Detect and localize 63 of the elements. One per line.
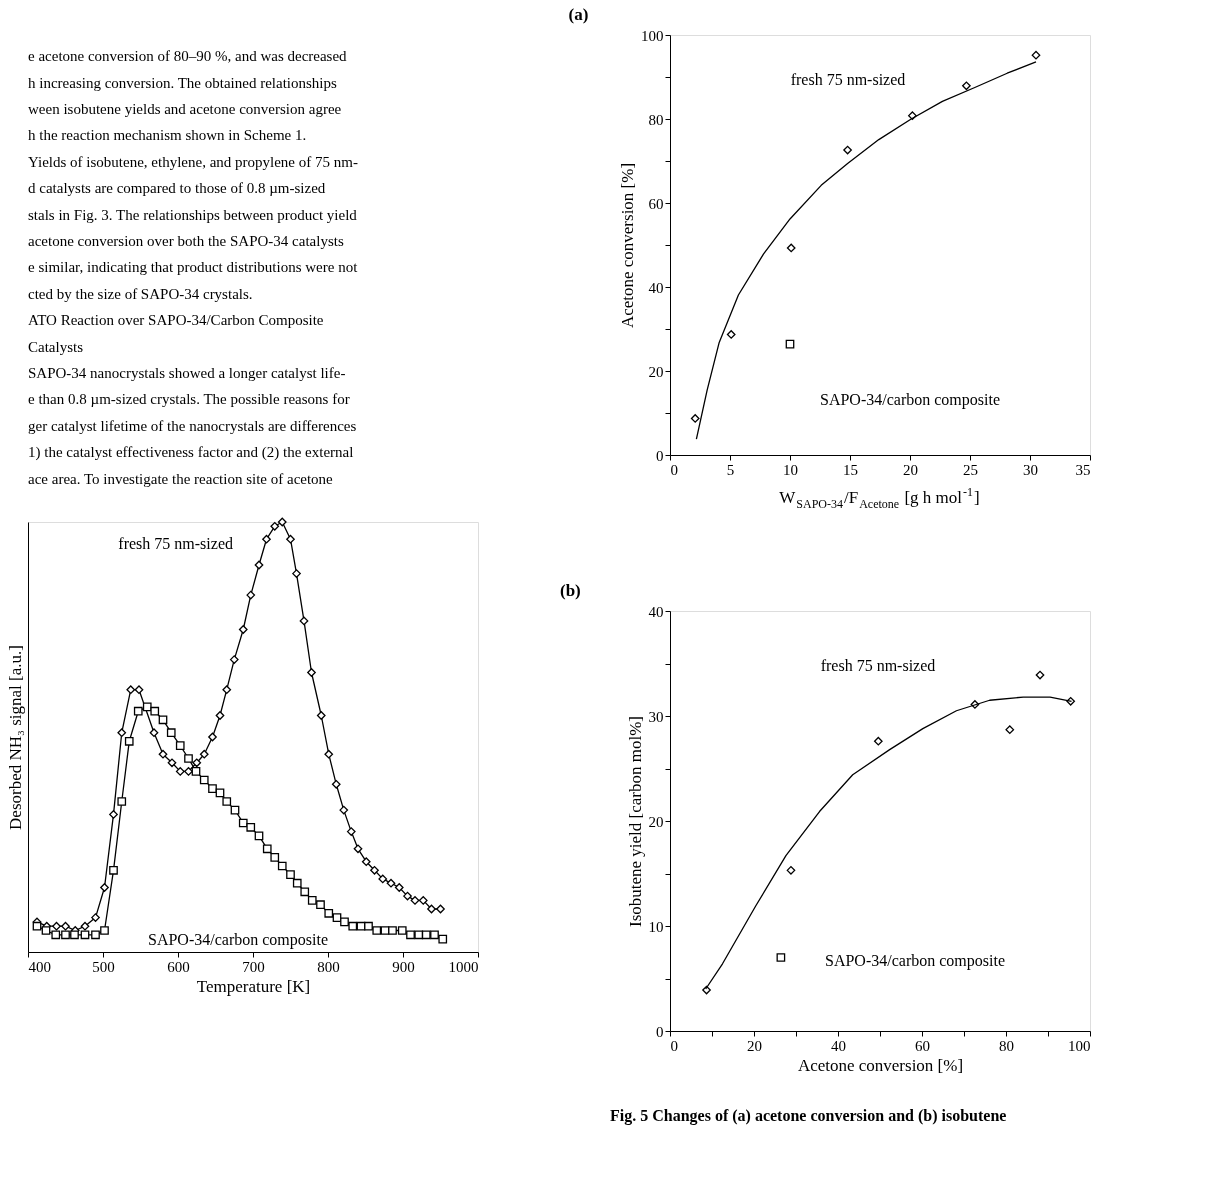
text: Catalysts [28, 338, 84, 355]
y-axis-title: Isobutene yield [carbon mol%] [625, 715, 645, 928]
text: 1) the catalyst effectiveness factor and (2) the external [28, 444, 354, 462]
text: e acetone conversion of 80–90 %, and was decreased [28, 48, 348, 65]
y-tick-label: 0 [656, 1023, 664, 1040]
caption: Fig. 5 Changes of (a) acetone conversion and (b) isobutene [610, 1107, 1007, 1125]
text: acetone conversion over both the SAPO-34 catalysts [28, 232, 344, 249]
y-tick-label: 80 [648, 111, 664, 128]
x-tick-label: 35 [1075, 461, 1091, 478]
x-tick-label: 100 [1068, 1037, 1091, 1054]
text: ace area. To investigate the reaction site of acetone [28, 470, 334, 487]
x-tick-label: 10 [783, 461, 798, 478]
y-tick-label: 60 [648, 195, 664, 212]
x-axis-title: Acetone conversion [%] [797, 1055, 964, 1075]
chart-title: (b) [560, 581, 581, 600]
text: e similar, indicating that product distributions were not [28, 259, 359, 276]
x-tick-label: 15 [843, 461, 858, 478]
y-tick-label: 40 [648, 603, 664, 620]
y-tick-label: 100 [641, 27, 664, 44]
text: stals in Fig. 3. The relationships between product yield [28, 206, 358, 223]
y-tick-label: 30 [648, 708, 664, 725]
y-axis-title: Desorbed NH₃ signal [a.u.] [5, 645, 25, 830]
text: d catalysts are compared to those of 0.8 µm-sized [28, 180, 326, 197]
x-tick-label: 80 [999, 1037, 1014, 1054]
x-axis-title: Temperature [K] [196, 976, 311, 996]
text: e than 0.8 µm-sized crystals. The possible reasons for [28, 391, 350, 408]
x-tick-label: 600 [167, 958, 190, 975]
x-tick-label: 5 [726, 461, 735, 478]
chart-title: (a) [568, 5, 589, 24]
x-tick-label: 0 [670, 1037, 678, 1054]
text: h increasing conversion. The obtained relationships [28, 74, 337, 91]
annotation: fresh 75 nm-sized [790, 71, 906, 88]
y-tick-label: 40 [648, 279, 664, 296]
annotation: SAPO-34/carbon composite [820, 391, 1000, 409]
x-tick-label: 30 [1023, 461, 1038, 478]
text: ween isobutene yields and acetone conversion agree [28, 100, 342, 117]
x-tick-label: 900 [392, 958, 415, 975]
x-tick-label: 700 [242, 958, 265, 975]
x-tick-label: 25 [963, 461, 978, 478]
text: Yields of isobutene, ethylene, and propylene of 75 nm- [28, 153, 358, 170]
text: ger catalyst lifetime of the nanocrystals are differences [28, 417, 357, 434]
annotation: fresh 75 nm-sized [118, 535, 233, 552]
y-tick-label: 20 [648, 813, 664, 830]
x-tick-label: 500 [92, 958, 115, 975]
x-tick-label: 20 [903, 461, 918, 478]
text: cted by the size of SAPO-34 crystals. [28, 285, 253, 302]
annotation: SAPO-34/carbon composite [148, 931, 328, 949]
y-tick-label: 20 [648, 363, 664, 380]
x-tick-label: 40 [831, 1037, 846, 1054]
text: ATO Reaction over SAPO-34/Carbon Composite [28, 312, 324, 329]
x-tick-label: 20 [747, 1037, 762, 1054]
text: h the reaction mechanism shown in Scheme 1. [28, 127, 307, 144]
x-tick-label: 0 [670, 461, 678, 478]
y-tick-label: 0 [656, 447, 664, 464]
annotation: fresh 75 nm-sized [820, 657, 936, 674]
x-tick-label: 800 [317, 958, 340, 975]
annotation: SAPO-34/carbon composite [825, 952, 1005, 970]
x-tick-label: 60 [915, 1037, 930, 1054]
y-tick-label: 10 [648, 918, 664, 935]
x-tick-label: 1000 [448, 958, 479, 975]
x-tick-label: 400 [28, 958, 51, 975]
text: SAPO-34 nanocrystals showed a longer catalyst life- [28, 364, 346, 381]
y-axis-title: Acetone conversion [%] [618, 162, 637, 329]
